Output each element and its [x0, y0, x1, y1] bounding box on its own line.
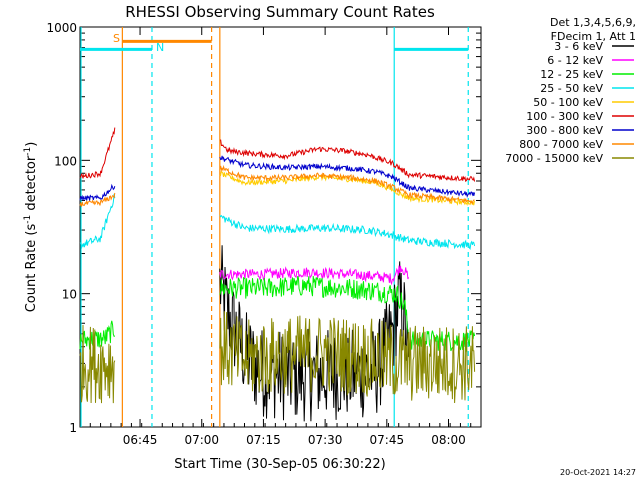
legend-label: 3 - 6 keV — [554, 40, 603, 53]
annotation-n: N — [156, 41, 164, 54]
series-line-2 — [79, 275, 476, 353]
series-line-1 — [219, 265, 410, 286]
legend-label: 300 - 800 keV — [526, 124, 603, 137]
legend-label: 100 - 300 keV — [526, 110, 603, 123]
series-line-5 — [79, 127, 476, 183]
x-axis-label: Start Time (30-Sep-05 06:30:22) — [174, 457, 385, 472]
x-tick-label: 07:00 — [184, 433, 219, 447]
series-line-4 — [219, 170, 475, 206]
legend-label: 7000 - 15000 keV — [505, 152, 603, 165]
x-tick-label: 07:30 — [308, 433, 343, 447]
series-line-6 — [79, 155, 476, 201]
y-tick-label: 10 — [62, 288, 77, 302]
annotation-s: S — [113, 32, 120, 45]
timestamp: 20-Oct-2021 14:27 — [560, 468, 636, 477]
y-tick-label: 1 — [69, 421, 77, 435]
plot-frame — [79, 26, 482, 428]
y-tick-label: 100 — [54, 154, 77, 168]
legend-label: 25 - 50 keV — [540, 82, 603, 95]
legend-header-line-1: Det 1,3,4,5,6,9, — [550, 16, 636, 29]
y-tick-labels: 1 10 100 1000 — [46, 21, 77, 435]
series-line-8 — [79, 311, 476, 404]
x-tick-label: 08:00 — [431, 433, 466, 447]
y-axis-label: Count Rate (s-1 detector-1) — [23, 142, 39, 313]
series-line-7 — [79, 164, 475, 207]
interval-bars — [80, 39, 469, 51]
legend-label: 12 - 25 keV — [540, 68, 603, 81]
series-lines — [79, 127, 476, 422]
legend-header-line-2: FDecim 1, Att 1 — [551, 30, 636, 43]
x-tick-label: 07:45 — [370, 433, 405, 447]
series-line-3 — [79, 193, 476, 251]
legend: Det 1,3,4,5,6,9, FDecim 1, Att 1 3 - 6 k… — [505, 16, 636, 165]
y-tick-label: 1000 — [46, 21, 77, 35]
legend-label: 50 - 100 keV — [533, 96, 603, 109]
vertical-markers — [80, 27, 469, 427]
chart-title: RHESSI Observing Summary Count Rates — [125, 3, 435, 21]
legend-label: 6 - 12 keV — [547, 54, 603, 67]
legend-label: 800 - 7000 keV — [519, 138, 603, 151]
x-tick-label: 06:45 — [123, 433, 158, 447]
x-tick-label: 07:15 — [246, 433, 281, 447]
x-tick-labels: 06:45 07:00 07:15 07:30 07:45 08:00 — [123, 433, 466, 447]
